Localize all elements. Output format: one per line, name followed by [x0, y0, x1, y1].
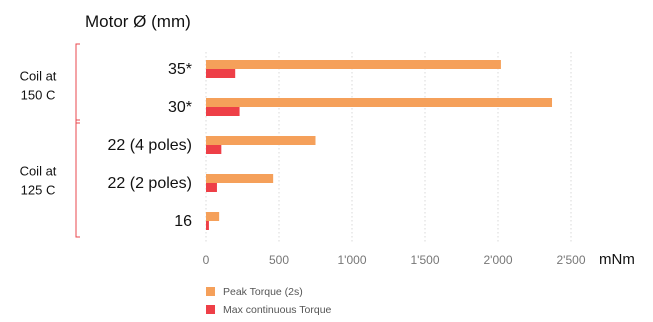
group-bracket — [75, 119, 80, 238]
category-label: 30* — [168, 99, 192, 116]
bar-max-continuous-torque — [206, 69, 236, 78]
group-label: Coil at — [20, 69, 57, 84]
legend-label: Max continuous Torque — [223, 304, 332, 316]
bar-max-continuous-torque — [206, 183, 217, 192]
legend-label: Peak Torque (2s) — [223, 286, 303, 298]
x-tick-label: 2'500 — [557, 253, 586, 267]
group-label: 150 C — [21, 88, 56, 103]
category-label: 35* — [168, 61, 192, 78]
bar-peak-torque — [206, 136, 316, 145]
x-tick-labels: 0 500 1'000 1'500 2'000 2'500 — [203, 253, 586, 267]
x-tick-label: 1'500 — [411, 253, 440, 267]
chart-title: Motor Ø (mm) — [85, 12, 191, 31]
category-label: 22 (4 poles) — [108, 137, 193, 154]
category-label: 16 — [174, 213, 192, 230]
legend-swatch — [206, 287, 215, 296]
bar-peak-torque — [206, 60, 501, 69]
group-brackets: Coil at 150 C Coil at 125 C — [20, 43, 80, 238]
x-tick-label: 0 — [203, 253, 210, 267]
category-label: 22 (2 poles) — [108, 175, 193, 192]
x-tick-label: 500 — [269, 253, 289, 267]
bar-peak-torque — [206, 174, 274, 183]
x-tick-label: 1'000 — [338, 253, 367, 267]
legend-swatch — [206, 305, 215, 314]
bar-max-continuous-torque — [206, 221, 209, 230]
bar-max-continuous-torque — [206, 145, 222, 154]
bar-peak-torque — [206, 98, 553, 107]
category-labels: 35* 30* 22 (4 poles) 22 (2 poles) 16 — [108, 61, 193, 230]
grid-lines — [205, 52, 572, 242]
legend: Peak Torque (2s) Max continuous Torque — [206, 286, 332, 316]
bar-max-continuous-torque — [206, 107, 240, 116]
group-bracket — [75, 43, 80, 124]
x-tick-label: 2'000 — [484, 253, 513, 267]
bar-peak-torque — [206, 212, 220, 221]
x-axis-unit-label: mNm — [599, 251, 635, 268]
group-label: Coil at — [20, 164, 57, 179]
bars — [206, 60, 553, 230]
group-label: 125 C — [21, 183, 56, 198]
